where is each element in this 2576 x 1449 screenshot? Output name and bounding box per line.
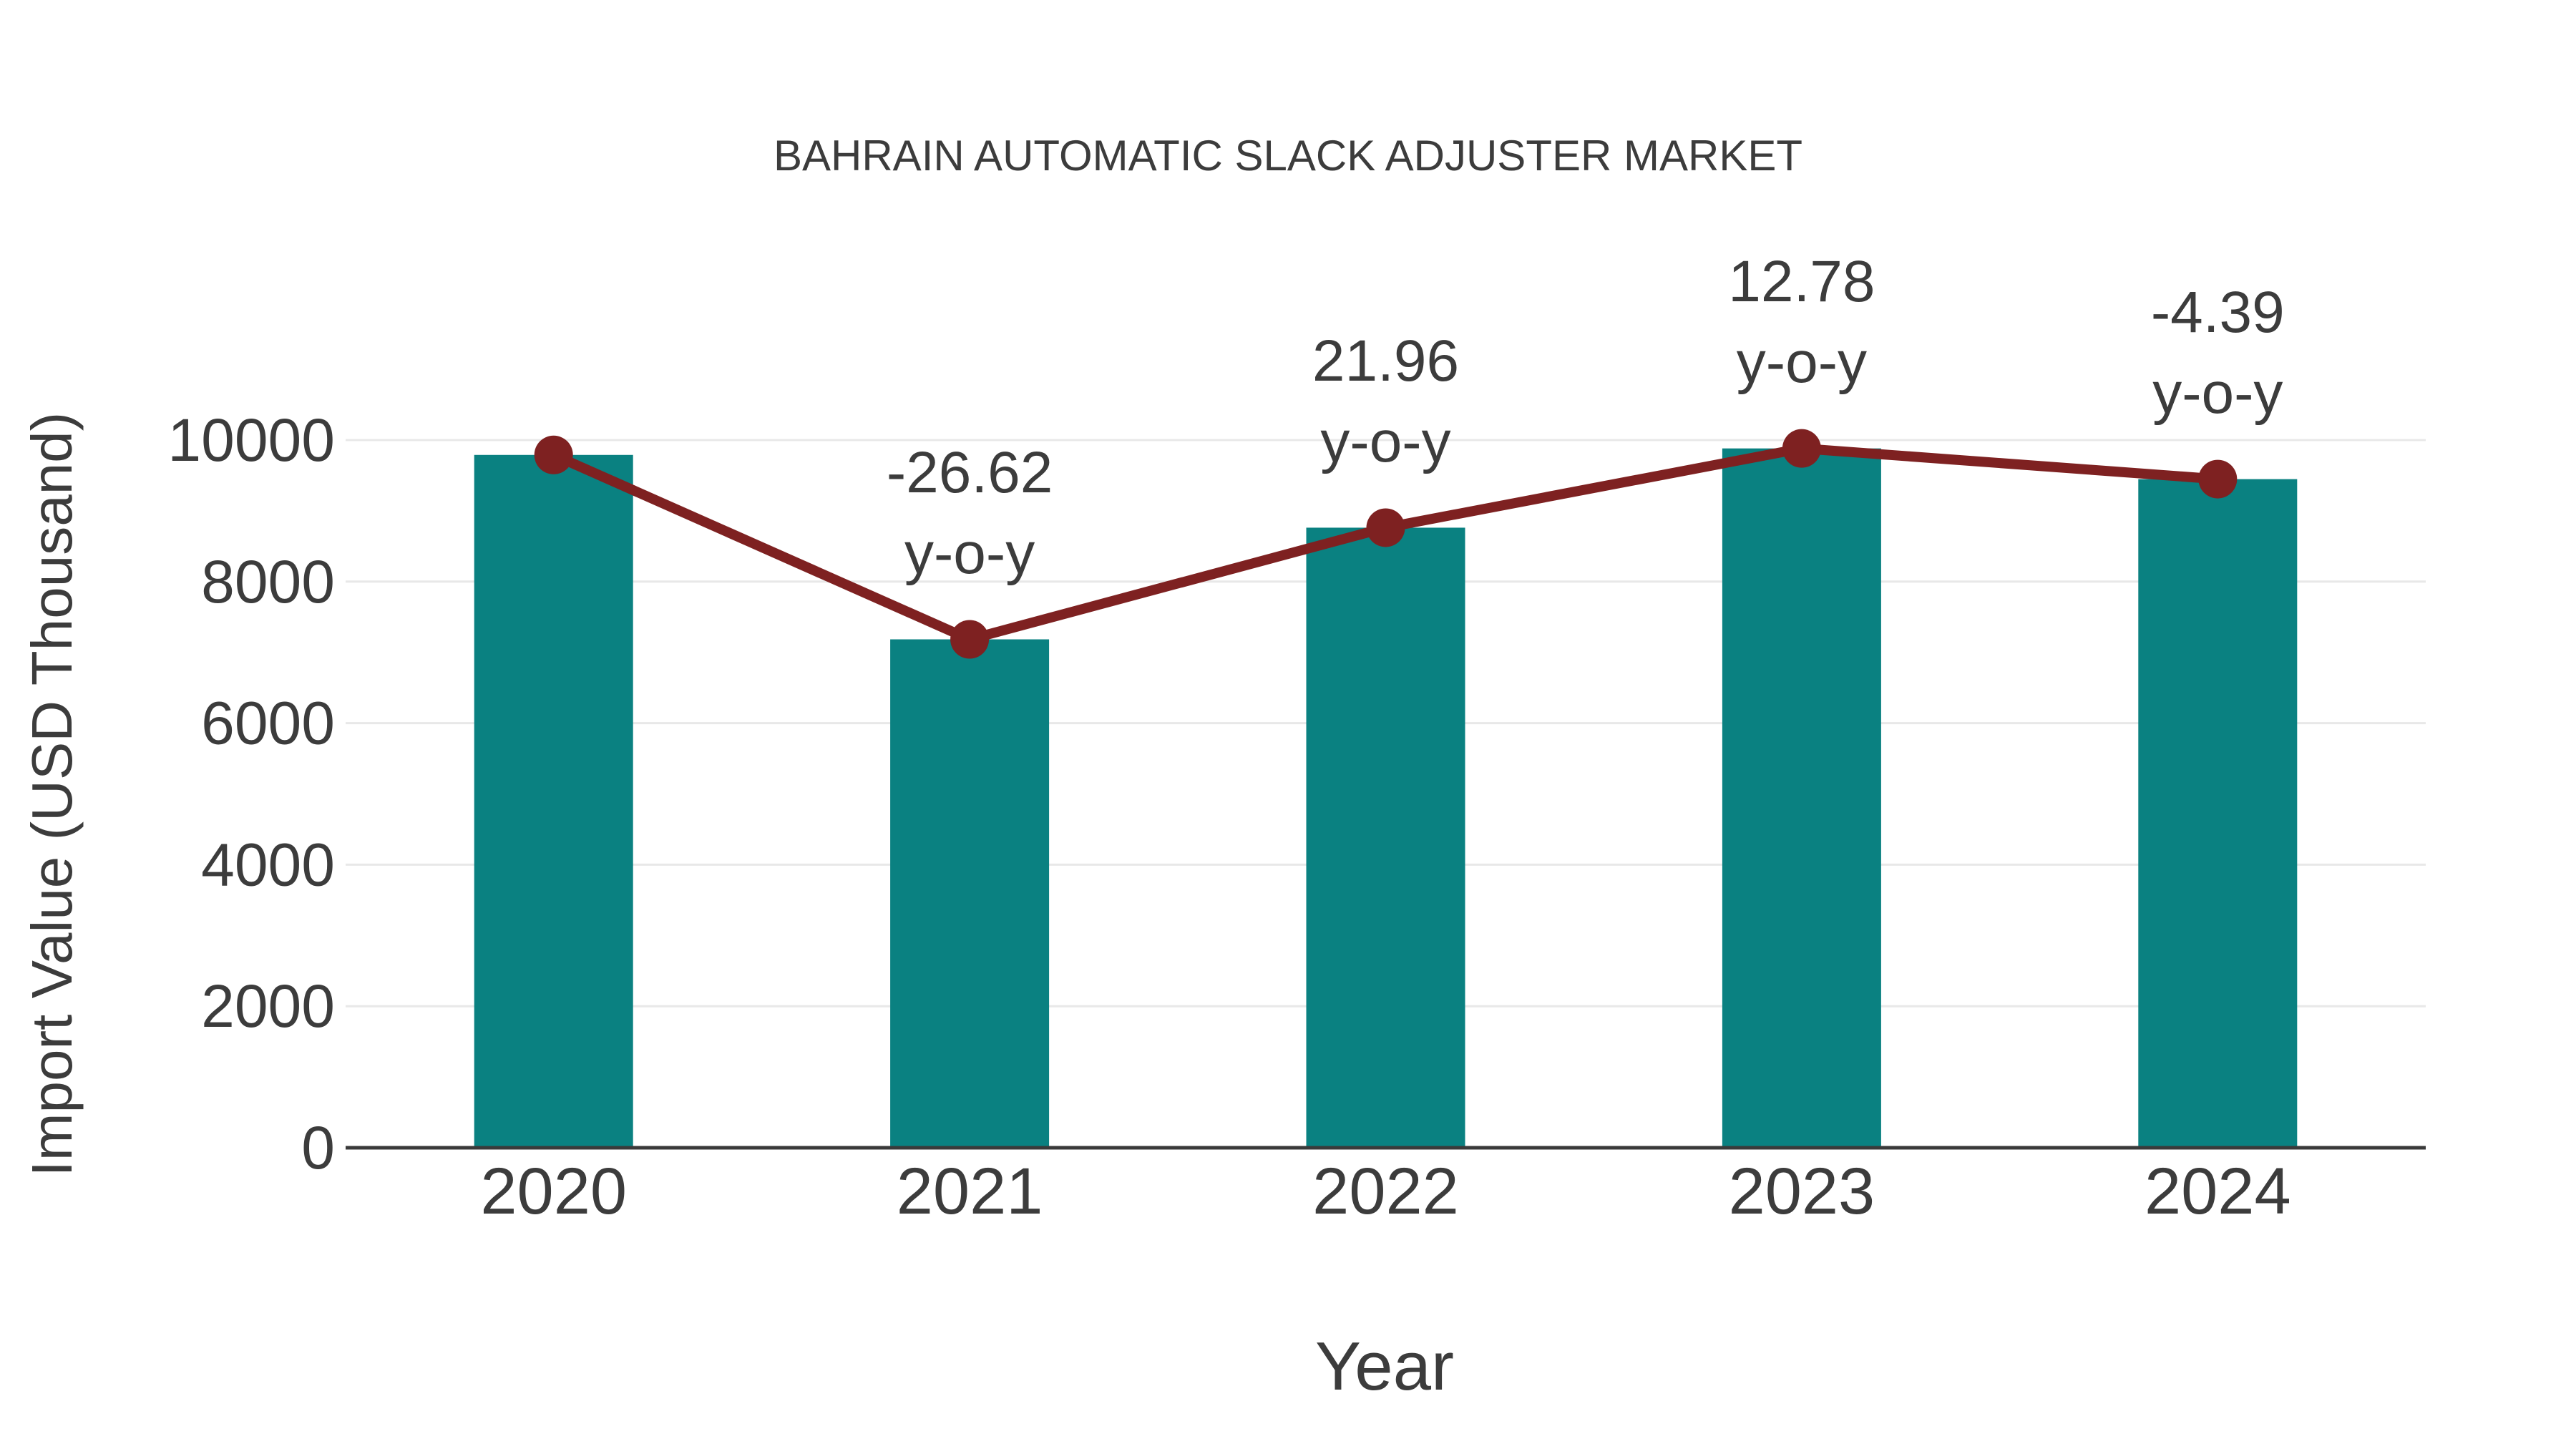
x-tick-labels-layer: 2020 2021 2022 2023 2024 [480, 1155, 2290, 1228]
y-axis-title: Import Value (USD Thousand) [20, 412, 84, 1177]
bar-2023 [1722, 448, 1881, 1148]
y-tick-label-10000: 10000 [167, 406, 335, 474]
x-tick-label-2020: 2020 [480, 1155, 627, 1228]
bars-layer [474, 448, 2298, 1148]
x-tick-label-2023: 2023 [1729, 1155, 1875, 1228]
annotation-2023-yoy: y-o-y [1737, 330, 1867, 395]
y-tick-label-8000: 8000 [201, 548, 335, 615]
y-tick-label-4000: 4000 [201, 831, 335, 898]
bar-2021 [890, 639, 1050, 1148]
annotation-2022-value: 21.96 [1312, 328, 1459, 394]
annotation-2024-yoy: y-o-y [2152, 361, 2283, 426]
annotations-layer: -26.62 y-o-y 21.96 y-o-y 12.78 y-o-y -4.39 y-o-… [887, 249, 2285, 586]
bar-2020 [474, 454, 633, 1148]
annotation-2021-yoy: y-o-y [904, 521, 1035, 586]
x-tick-label-2021: 2021 [897, 1155, 1043, 1228]
bar-2024 [2138, 479, 2298, 1148]
trend-markers-layer [534, 429, 2238, 659]
bar-2022 [1306, 527, 1465, 1148]
annotation-2024-value: -4.39 [2151, 280, 2285, 345]
x-tick-label-2022: 2022 [1312, 1155, 1459, 1228]
chart-title: BAHRAIN AUTOMATIC SLACK ADJUSTER MARKET [774, 132, 1802, 180]
annotation-2023-value: 12.78 [1728, 249, 1875, 314]
y-tick-labels-layer: 0 2000 4000 6000 8000 10000 [167, 406, 335, 1181]
trend-marker-2024 [2198, 459, 2238, 499]
trend-marker-2022 [1366, 508, 1405, 547]
trend-marker-2020 [534, 435, 573, 474]
x-tick-label-2024: 2024 [2145, 1155, 2291, 1228]
y-tick-label-6000: 6000 [201, 690, 335, 757]
annotation-2021-value: -26.62 [887, 440, 1053, 505]
y-tick-label-2000: 2000 [201, 972, 335, 1040]
trend-marker-2021 [950, 620, 990, 659]
trend-marker-2023 [1782, 429, 1821, 468]
x-axis-title: Year [1315, 1328, 1454, 1405]
annotation-2022-yoy: y-o-y [1320, 409, 1450, 474]
y-tick-label-0: 0 [301, 1114, 335, 1181]
